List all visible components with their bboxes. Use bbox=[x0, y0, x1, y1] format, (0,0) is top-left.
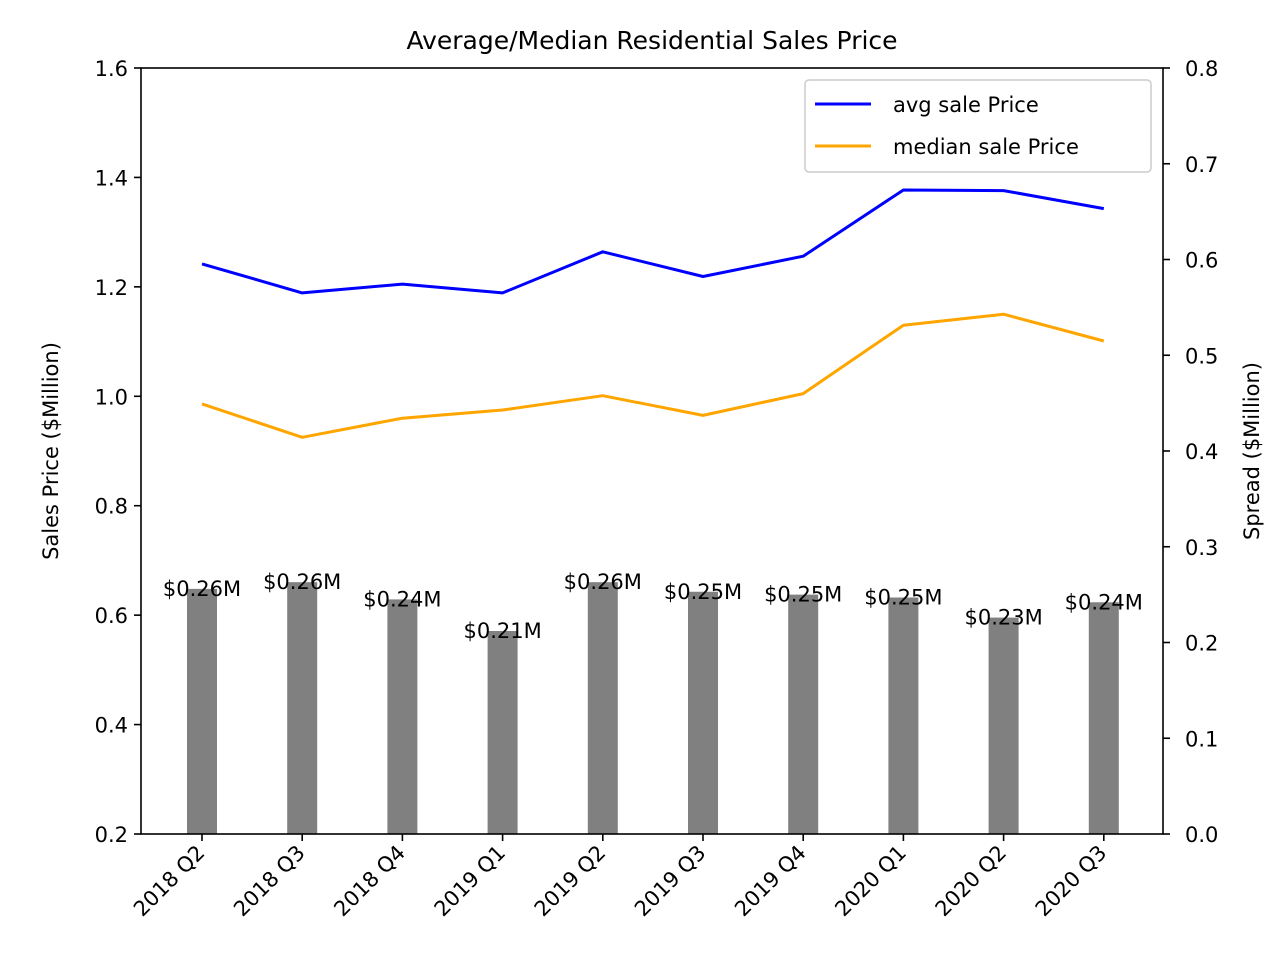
median-sale-price-line bbox=[201, 312, 1105, 439]
spread-bar-label: $0.24M bbox=[1065, 590, 1143, 614]
right-tick-label: 0.1 bbox=[1185, 727, 1218, 751]
right-tick-label: 0.3 bbox=[1185, 536, 1218, 560]
right-tick-label: 0.5 bbox=[1185, 344, 1218, 368]
left-axis: 0.2 0.4 0.6 0.8 1.0 1.2 1.4 1.6 bbox=[95, 57, 141, 847]
left-tick-label: 1.2 bbox=[95, 276, 128, 300]
right-tick-label: 0.0 bbox=[1185, 823, 1218, 847]
spread-bar bbox=[587, 582, 618, 834]
avg-sale-price-line bbox=[201, 188, 1105, 295]
spread-bar-label: $0.26M bbox=[564, 570, 642, 594]
x-tick-label: 2019 Q1 bbox=[430, 841, 511, 922]
spread-bar-label: $0.26M bbox=[263, 570, 341, 594]
spread-bar bbox=[287, 582, 318, 834]
x-tick-label: 2018 Q4 bbox=[329, 841, 410, 922]
spread-bar-label: $0.23M bbox=[964, 606, 1042, 630]
x-tick-label: 2018 Q2 bbox=[129, 841, 210, 922]
left-tick-label: 0.8 bbox=[95, 495, 128, 519]
x-tick-label: 2020 Q3 bbox=[1031, 841, 1112, 922]
left-tick-label: 1.4 bbox=[95, 166, 128, 190]
legend: avg sale Price median sale Price bbox=[804, 79, 1152, 173]
spread-bar-label: $0.26M bbox=[163, 577, 241, 601]
x-tick-label: 2019 Q4 bbox=[730, 841, 811, 922]
spread-bar-label: $0.25M bbox=[864, 585, 942, 609]
spread-bar bbox=[888, 597, 919, 834]
right-tick-label: 0.2 bbox=[1185, 632, 1218, 656]
chart-title: Average/Median Residential Sales Price bbox=[406, 26, 897, 55]
left-tick-label: 1.0 bbox=[95, 385, 128, 409]
spread-bar bbox=[1088, 602, 1119, 834]
spread-bar bbox=[788, 594, 819, 834]
right-tick-label: 0.8 bbox=[1185, 57, 1218, 81]
x-tick-label: 2020 Q1 bbox=[830, 841, 911, 922]
spread-bar-label: $0.25M bbox=[664, 580, 742, 604]
bar-labels-layer: $0.26M $0.26M $0.24M $0.21M $0.26M $0.25M $0.2… bbox=[163, 570, 1143, 643]
left-tick-label: 0.2 bbox=[95, 823, 128, 847]
right-tick-label: 0.4 bbox=[1185, 440, 1218, 464]
spread-bar bbox=[387, 599, 418, 834]
spread-bar-label: $0.25M bbox=[764, 583, 842, 607]
x-tick-label: 2020 Q2 bbox=[931, 841, 1012, 922]
left-axis-title: Sales Price ($Million) bbox=[39, 342, 63, 560]
right-tick-label: 0.6 bbox=[1185, 249, 1218, 273]
legend-box bbox=[804, 79, 1152, 173]
left-tick-label: 1.6 bbox=[95, 57, 128, 81]
spread-bar bbox=[688, 591, 718, 834]
left-tick-label: 0.6 bbox=[95, 604, 128, 628]
x-tick-label: 2019 Q2 bbox=[530, 841, 611, 922]
spread-bar-label: $0.21M bbox=[463, 619, 541, 643]
right-axis-title: Spread ($Million) bbox=[1240, 362, 1264, 540]
spread-bar bbox=[187, 588, 217, 834]
x-tick-label: 2019 Q3 bbox=[630, 841, 711, 922]
spread-bar bbox=[988, 617, 1019, 834]
legend-label-median: median sale Price bbox=[893, 135, 1079, 159]
spread-bar bbox=[487, 631, 518, 834]
left-tick-label: 0.4 bbox=[95, 714, 128, 738]
x-axis: 2018 Q2 2018 Q3 2018 Q4 2019 Q1 2019 Q2 2019 … bbox=[129, 834, 1111, 921]
right-axis: 0.0 0.1 0.2 0.3 0.4 0.5 0.6 0.7 0.8 bbox=[1163, 57, 1218, 847]
x-tick-label: 2018 Q3 bbox=[229, 841, 310, 922]
spread-bar-label: $0.24M bbox=[363, 587, 441, 611]
right-tick-label: 0.7 bbox=[1185, 153, 1218, 177]
bars-layer bbox=[187, 582, 1119, 834]
legend-label-avg: avg sale Price bbox=[893, 93, 1039, 117]
lines-layer bbox=[201, 188, 1105, 439]
